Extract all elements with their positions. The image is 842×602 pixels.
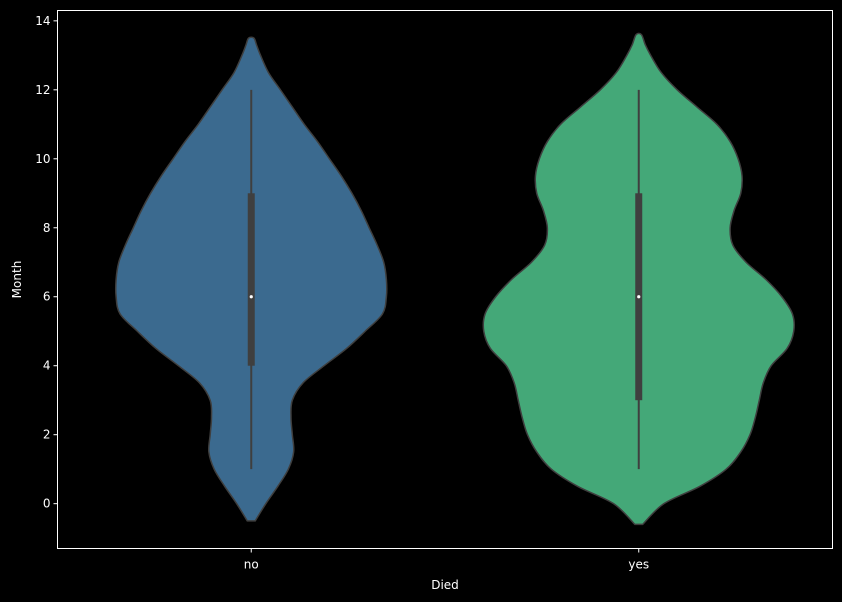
median-point-no [249,295,253,299]
x-axis-label: Died [431,578,459,592]
violins-layer [114,32,795,526]
violin-yes [482,32,795,526]
y-tick-label-14: 14 [35,14,50,28]
y-axis: 0 2 4 6 8 10 12 14 [35,14,58,511]
plot-frame [57,10,833,549]
y-tick-label-8: 8 [43,221,51,235]
y-tick-label-2: 2 [43,428,51,442]
x-tick-label-yes: yes [628,558,649,572]
x-tick-label-no: no [244,558,259,572]
iqr-box-no [247,193,255,366]
median-point-yes [637,295,641,299]
violin-no [114,36,388,522]
y-tick-label-0: 0 [43,497,51,511]
y-tick-label-12: 12 [35,83,50,97]
y-axis-label: Month [10,261,24,299]
x-axis: no yes [244,548,649,572]
y-tick-label-10: 10 [35,152,50,166]
y-tick-label-4: 4 [43,359,51,373]
y-tick-label-6: 6 [43,290,51,304]
